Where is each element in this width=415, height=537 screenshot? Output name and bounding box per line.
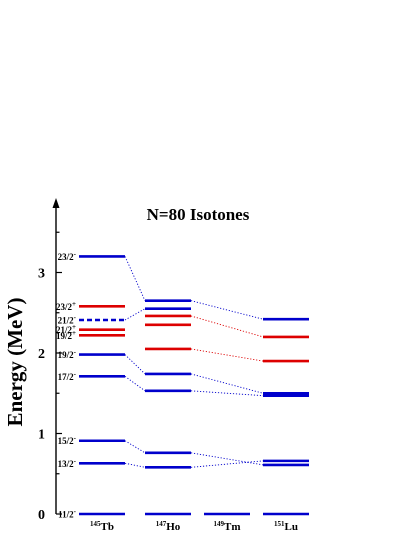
connector-tb-21m-ho-h bbox=[124, 308, 146, 321]
connector-tb-13-ho-a bbox=[124, 462, 146, 468]
y-tick-label: 3 bbox=[38, 267, 45, 282]
connector-layer bbox=[124, 256, 264, 468]
y-tick-label: 0 bbox=[38, 508, 45, 523]
column-label-tb: 145Tb bbox=[90, 520, 114, 533]
column-label-ho: 147Ho bbox=[156, 520, 181, 533]
column-label-lu: 151Lu bbox=[274, 520, 298, 533]
y-tick-label: 2 bbox=[38, 347, 45, 362]
level-label-tb-21p: 21/2+ bbox=[56, 323, 76, 335]
level-label-tb-21m: 21/2- bbox=[58, 313, 77, 325]
y-axis-label: Energy (MeV) bbox=[3, 298, 27, 427]
connector-ho-b-lu-a bbox=[190, 452, 264, 466]
connector-tb-23m-ho-i bbox=[124, 256, 146, 301]
y-axis: 0 1 2 3 bbox=[38, 198, 62, 523]
connector-tb-19m-ho-d bbox=[124, 354, 146, 375]
connector-tb-15-ho-b bbox=[124, 440, 146, 454]
level-layer bbox=[79, 255, 309, 516]
connector-ho-g-lu-f bbox=[190, 315, 264, 338]
level-label-tb-17: 17/2- bbox=[58, 370, 77, 382]
level-label-tb-23m: 23/2- bbox=[58, 250, 77, 262]
level-label-tb-23p: 23/2+ bbox=[56, 300, 76, 312]
connector-ho-c-lu-c bbox=[190, 390, 264, 397]
connector-ho-a-lu-b bbox=[190, 460, 264, 468]
column-label-layer: 145Tb 147Ho 149Tm 151Lu bbox=[90, 520, 298, 533]
connector-ho-i-lu-g bbox=[190, 300, 264, 320]
level-label-tb-15: 15/2- bbox=[58, 434, 77, 446]
level-label-layer: 11/2- 13/2- 15/2- 17/2- 19/2- 19/2+21/2+21/2-… bbox=[56, 250, 77, 520]
level-label-tb-19p: 19/2+ bbox=[56, 329, 76, 341]
connector-tb-17-ho-c bbox=[124, 375, 146, 392]
connector-ho-e-lu-e bbox=[190, 348, 264, 362]
level-label-tb-13: 13/2- bbox=[58, 457, 77, 469]
level-label-tb-11: 11/2- bbox=[58, 508, 77, 520]
y-axis-arrow bbox=[52, 198, 60, 208]
y-tick-label: 1 bbox=[38, 428, 45, 443]
chart-title: N=80 Isotones bbox=[147, 205, 250, 224]
level-label-tb-19m: 19/2- bbox=[58, 348, 77, 360]
connector-ho-d-lu-d bbox=[190, 373, 264, 394]
column-label-tm: 149Tm bbox=[214, 520, 241, 533]
